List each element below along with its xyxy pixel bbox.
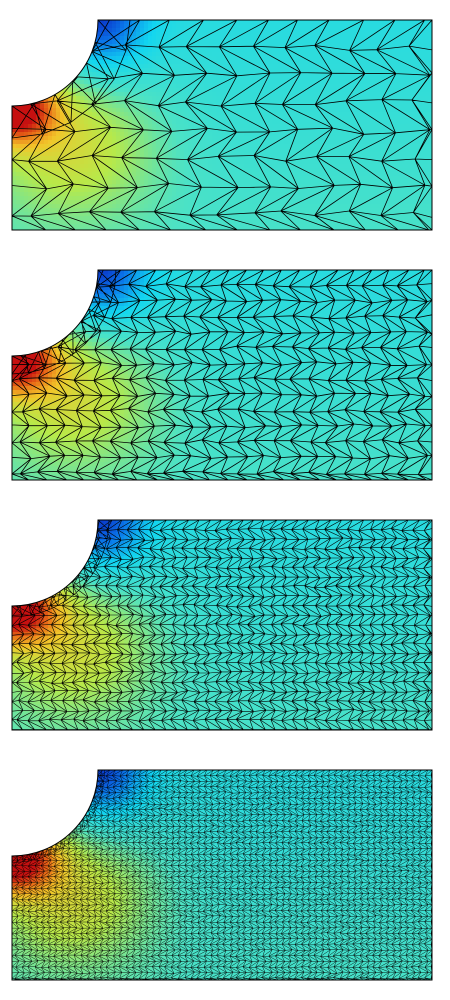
mesh-plot-medium [11,269,433,481]
mesh-plot-finest [11,769,433,981]
color-field [12,270,432,480]
mesh-panel-medium [0,250,450,500]
mesh-plot-fine [11,519,433,731]
mesh-layer [12,770,432,980]
mesh-layer [12,520,432,730]
mesh-edges [12,770,432,980]
mesh-panel-finest [0,750,450,1000]
mesh-edges [12,20,432,230]
domain-outline [11,519,433,731]
mesh-layer [12,20,432,230]
mesh-plot-coarse [11,19,433,231]
domain-outline [11,769,433,981]
mesh-panel-coarse [0,0,450,250]
mesh-panel-fine [0,500,450,750]
domain-outline [11,19,433,231]
domain-outline [11,269,433,481]
mesh-edges [12,270,432,480]
mesh-layer [12,270,432,480]
